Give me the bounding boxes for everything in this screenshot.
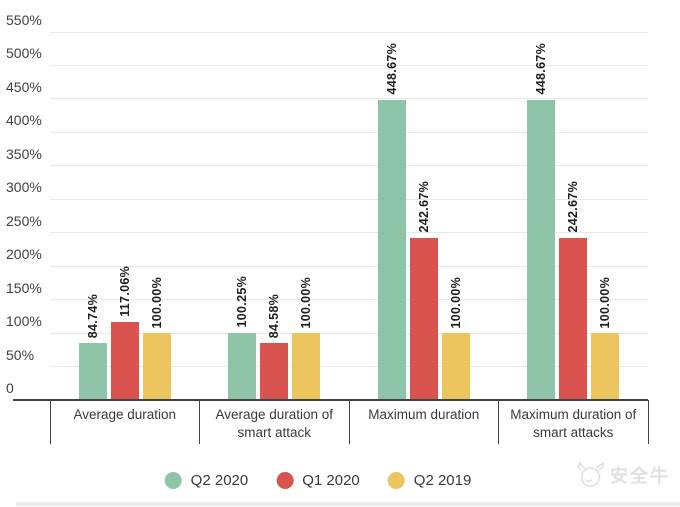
legend-swatch-icon — [164, 472, 182, 489]
bar-q1-2020 — [110, 321, 139, 400]
category-label: Maximum duration — [368, 407, 480, 422]
y-axis-tick-label: 200% — [6, 246, 42, 263]
category-label: Average duration of smart attack — [215, 407, 334, 440]
bar-value-label: 84.58% — [267, 294, 282, 339]
bar-value-label: 84.74% — [85, 294, 100, 339]
gridline — [50, 165, 648, 167]
y-axis-tick-label: 350% — [6, 145, 42, 162]
bar-q2-2019 — [441, 333, 470, 400]
y-axis-tick-label: 400% — [6, 112, 42, 129]
bar-q2-2019 — [292, 333, 321, 400]
gridline — [50, 332, 648, 334]
legend-item-q2-2020: Q2 2020 — [164, 472, 249, 489]
watermark-text: 安全牛 — [610, 466, 670, 486]
category-separator — [199, 400, 200, 444]
bar-q2-2020 — [228, 332, 257, 400]
bar-q1-2020 — [260, 343, 289, 400]
category-separator — [49, 400, 51, 444]
legend-label: Q2 2019 — [413, 472, 472, 489]
bar-q2-2020 — [78, 343, 107, 400]
legend-item-q2-2019: Q2 2019 — [387, 472, 472, 489]
gridline — [50, 232, 648, 234]
gridline — [50, 366, 648, 368]
legend-label: Q1 2020 — [302, 472, 360, 489]
category-separator — [647, 400, 649, 444]
gridline — [50, 31, 648, 33]
bar-value-label: 242.67% — [416, 181, 431, 233]
watermark: 安全牛 — [576, 461, 670, 489]
bar-value-label: 117.06% — [117, 265, 132, 317]
legend: Q2 2020 Q1 2020 Q2 2019 — [164, 472, 472, 489]
bar-q1-2020 — [559, 237, 588, 400]
gridline — [50, 299, 648, 301]
category-label: Maximum duration of smart attacks — [510, 407, 637, 440]
y-axis-tick-label: 100% — [6, 313, 42, 330]
gridline — [50, 198, 648, 200]
legend-swatch-icon — [387, 472, 405, 489]
category-separator — [498, 400, 499, 444]
gridline — [50, 64, 648, 66]
category-separator — [348, 400, 350, 444]
bar-value-label: 100.00% — [299, 276, 314, 329]
bull-logo-icon — [577, 461, 605, 487]
bottom-divider — [16, 502, 680, 506]
y-axis-tick-label: 50% — [6, 346, 35, 363]
bar-q1-2020 — [409, 237, 438, 400]
y-axis-tick-label: 500% — [6, 45, 42, 62]
bar-value-label: 100.25% — [235, 276, 250, 328]
y-axis-tick-label: 300% — [6, 179, 42, 196]
y-axis-tick-label: 550% — [6, 12, 42, 28]
bar-value-label: 448.67% — [384, 43, 399, 95]
y-axis-tick-label: 150% — [6, 279, 42, 296]
gridline — [50, 98, 648, 100]
gridline — [50, 265, 648, 267]
y-axis-tick-label: 450% — [6, 78, 42, 95]
y-axis-tick-label: 0 — [6, 380, 14, 396]
legend-item-q1-2020: Q1 2020 — [276, 472, 360, 489]
category-label: Average duration — [73, 407, 177, 422]
bar-q2-2020 — [377, 99, 406, 400]
bar-value-label: 448.67% — [534, 43, 549, 95]
bar-value-label: 100.00% — [149, 276, 164, 329]
gridline — [50, 131, 648, 133]
bar-value-label: 100.00% — [598, 276, 613, 329]
bar-value-label: 100.00% — [448, 276, 463, 329]
bar-q2-2019 — [591, 333, 620, 400]
bar-q2-2019 — [142, 333, 171, 400]
x-axis-baseline — [13, 399, 648, 401]
legend-swatch-icon — [276, 472, 294, 489]
legend-label: Q2 2020 — [190, 472, 249, 489]
y-axis-tick-label: 250% — [6, 212, 42, 229]
bar-q2-2020 — [527, 99, 556, 400]
bar-value-label: 242.67% — [566, 181, 581, 233]
